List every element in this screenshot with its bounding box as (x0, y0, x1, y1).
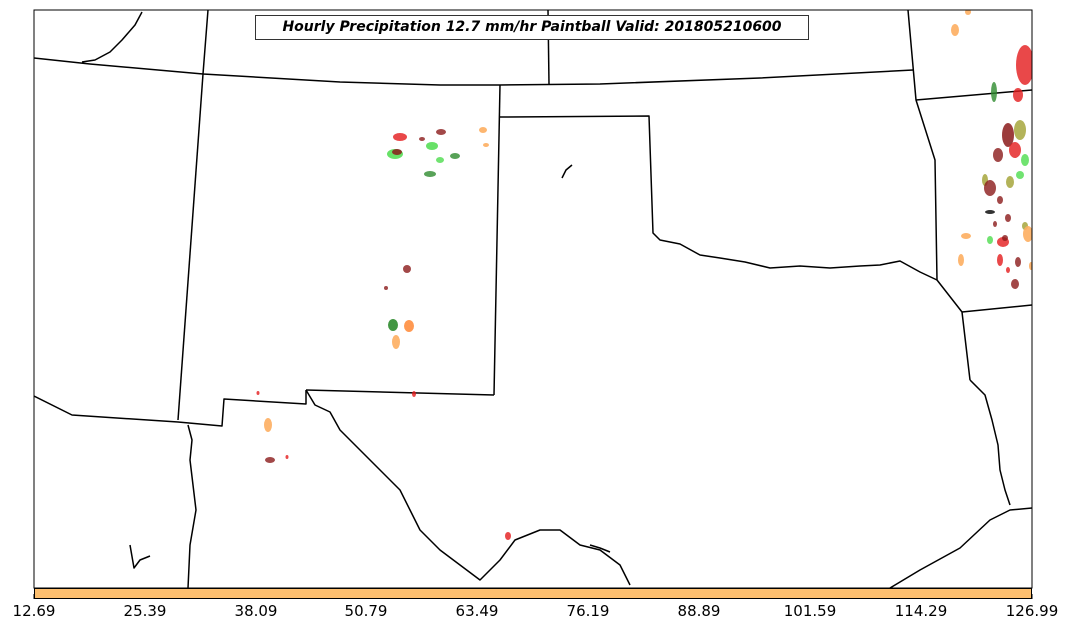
border-top-left-vert (202, 10, 209, 75)
colorbar-tick-label: 76.19 (566, 602, 610, 620)
border-east-vert-1 (907, 10, 971, 381)
colorbar-tick-label: 101.59 (783, 602, 837, 620)
border-east-hz-1 (915, 89, 1032, 101)
colorbar-tick-label: 63.49 (455, 602, 499, 620)
coastline (889, 507, 1032, 588)
river-texas-1 (589, 544, 611, 553)
border-az-sw (34, 390, 307, 427)
lake-2 (129, 544, 151, 569)
colorbar-tick-label: 25.39 (123, 602, 167, 620)
border-nm-east (493, 84, 501, 396)
lake-1 (561, 164, 573, 179)
map-border (33, 9, 1033, 589)
colorbar-tick-label: 114.29 (894, 602, 948, 620)
border-east-hz-2 (961, 304, 1032, 313)
border-nm-south (305, 389, 495, 396)
coast-east (969, 379, 1011, 506)
paintball-blobs (256, 10, 1032, 540)
colorbar-tick-label: 38.09 (234, 602, 278, 620)
border-oklahoma-panhandle (499, 115, 938, 281)
border-texas (305, 389, 631, 586)
coast-topleft (81, 11, 143, 63)
map-title: Hourly Precipitation 12.7 mm/hr Paintbal… (255, 15, 809, 40)
colorbar-tick-label: 126.99 (1005, 602, 1059, 620)
border-mexico-west (187, 424, 197, 588)
colorbar-tick-label: 50.79 (344, 602, 388, 620)
border-nm-west (177, 73, 204, 421)
border-west-northern (34, 57, 914, 86)
colorbar-tick-label: 88.89 (677, 602, 721, 620)
colorbar-tick-label: 12.69 (12, 602, 56, 620)
colorbar (34, 588, 1032, 599)
